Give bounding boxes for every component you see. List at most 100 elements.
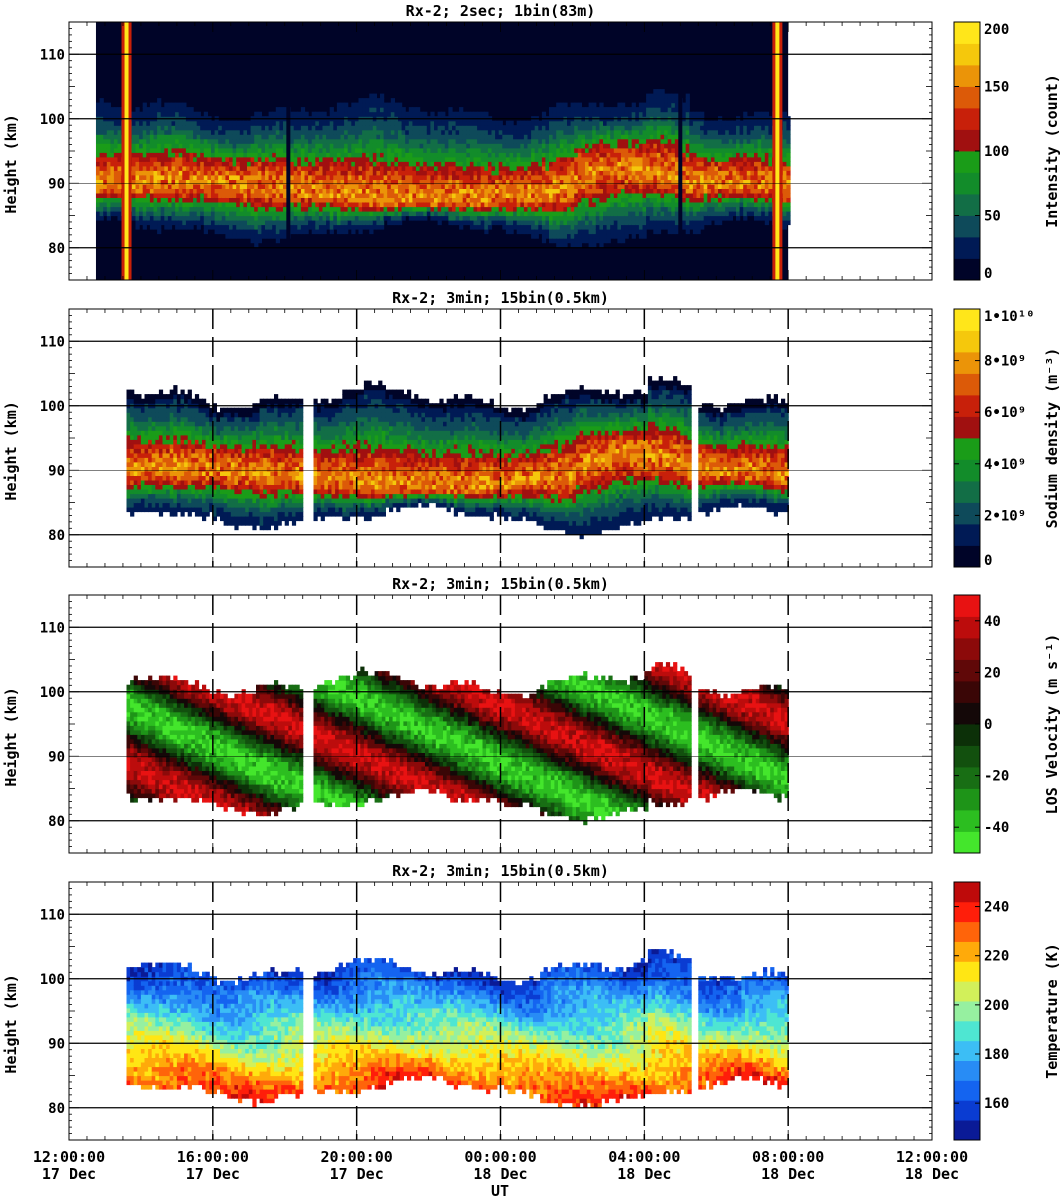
colorbar-3: -40 -20 0 20 40 LOS Velocity (m s⁻¹) bbox=[953, 594, 1061, 854]
colorbar-swatch bbox=[954, 1001, 980, 1022]
y-tick-label: 100 bbox=[40, 112, 65, 128]
colorbar-swatch bbox=[954, 309, 980, 331]
colorbar-tick-label: 0 bbox=[984, 553, 992, 569]
y-axis-label-4: Height (km) bbox=[2, 974, 20, 1073]
y-tick-label: 90 bbox=[48, 463, 65, 479]
colorbar-swatch bbox=[954, 352, 980, 374]
colorbar-swatch bbox=[954, 330, 980, 353]
x-tick-time: 16:00:00 bbox=[177, 1148, 249, 1166]
colorbar-swatch bbox=[954, 981, 980, 1002]
panels: Rx-2; 2sec; 1bin(83m) Height (km) 80 90 100 1… bbox=[2, 2, 1061, 1141]
x-tick-time: 04:00:00 bbox=[608, 1148, 680, 1166]
x-axis-label: UT bbox=[491, 1182, 509, 1200]
colorbar-tick-label: 150 bbox=[984, 80, 1009, 96]
colorbar-swatch bbox=[954, 788, 980, 811]
y-axis-label-3: Height (km) bbox=[2, 687, 20, 786]
colorbar-tick-label: 220 bbox=[984, 949, 1009, 965]
x-tick-date: 17 Dec bbox=[42, 1165, 96, 1183]
x-tick-time: 20:00:00 bbox=[321, 1148, 393, 1166]
colorbar-tick-label: 100 bbox=[984, 144, 1009, 160]
colorbar-swatch bbox=[954, 724, 980, 746]
colorbar-swatch bbox=[954, 1040, 980, 1062]
y-tick-label: 80 bbox=[48, 241, 65, 257]
panel-title-3: Rx-2; 3min; 15bin(0.5km) bbox=[392, 575, 609, 593]
panel-1: Rx-2; 2sec; 1bin(83m) Height (km) 80 90 100 1… bbox=[2, 2, 1061, 282]
colorbar-swatch bbox=[954, 416, 980, 439]
colorbar-tick-label: 200 bbox=[984, 998, 1009, 1014]
colorbar-swatch bbox=[954, 921, 980, 942]
colorbar-tick-label: 8•10⁹ bbox=[984, 354, 1026, 370]
y-tick-label: 110 bbox=[40, 620, 65, 636]
colorbar-swatch bbox=[954, 702, 980, 725]
colorbar-label-1: Intensity (count) bbox=[1043, 74, 1061, 228]
x-tick-time: 00:00:00 bbox=[464, 1148, 536, 1166]
colorbar-tick-label: 4•10⁹ bbox=[984, 457, 1026, 473]
colorbar-swatch bbox=[954, 941, 980, 962]
colorbar-label-2: Sodium density (m⁻³) bbox=[1043, 348, 1061, 529]
colorbar-tick-label: -40 bbox=[984, 820, 1009, 836]
colorbar-tick-label: 180 bbox=[984, 1047, 1009, 1063]
colorbar-swatch bbox=[954, 22, 980, 44]
colorbar-swatch bbox=[954, 172, 980, 195]
colorbar-swatch bbox=[954, 961, 980, 982]
colorbar-swatch bbox=[954, 1060, 980, 1081]
colorbar-tick-label: 6•10⁹ bbox=[984, 405, 1026, 421]
colorbar-swatch bbox=[954, 524, 980, 546]
y-tick-label: 80 bbox=[48, 528, 65, 544]
colorbar-tick-label: 20 bbox=[984, 665, 1001, 681]
panel-title-4: Rx-2; 3min; 15bin(0.5km) bbox=[392, 862, 609, 880]
colorbar-tick-label: 160 bbox=[984, 1096, 1009, 1112]
colorbar-label-4: Temperature (K) bbox=[1043, 943, 1061, 1078]
y-tick-label: 100 bbox=[40, 685, 65, 701]
colorbar-label-3: LOS Velocity (m s⁻¹) bbox=[1043, 634, 1061, 815]
x-tick-date: 18 Dec bbox=[905, 1165, 959, 1183]
colorbar-swatch bbox=[954, 901, 980, 923]
x-tick-date: 18 Dec bbox=[473, 1165, 527, 1183]
colorbar-swatch bbox=[954, 1080, 980, 1101]
colorbar-4: 160 180 200 220 240 Temperature (K) bbox=[953, 881, 1061, 1141]
x-tick-time: 12:00:00 bbox=[33, 1148, 105, 1166]
y-axis-label-2: Height (km) bbox=[2, 401, 20, 500]
colorbar-swatch bbox=[954, 215, 980, 238]
colorbar-2: 0 2•10⁹ 4•10⁹ 6•10⁹ 8•10⁹ 1•10¹⁰ Sodium densit… bbox=[953, 308, 1061, 569]
colorbar-tick-label: 1•10¹⁰ bbox=[984, 309, 1035, 325]
x-tick-date: 18 Dec bbox=[617, 1165, 671, 1183]
colorbar-tick-label: 2•10⁹ bbox=[984, 508, 1026, 524]
x-tick-date: 18 Dec bbox=[761, 1165, 815, 1183]
colorbar-swatch bbox=[954, 258, 980, 281]
colorbar-swatch bbox=[954, 595, 980, 617]
colorbar-swatch bbox=[954, 545, 980, 568]
x-tick-time: 12:00:00 bbox=[896, 1148, 968, 1166]
y-axis-label-1: Height (km) bbox=[2, 114, 20, 213]
colorbar-swatch bbox=[954, 237, 980, 259]
colorbar-swatch bbox=[954, 616, 980, 639]
colorbar-swatch bbox=[954, 65, 980, 87]
colorbar-tick-label: 200 bbox=[984, 22, 1009, 38]
colorbar-swatch bbox=[954, 745, 980, 768]
colorbar-swatch bbox=[954, 659, 980, 682]
y-tick-label: 80 bbox=[48, 814, 65, 830]
panel-title-1: Rx-2; 2sec; 1bin(83m) bbox=[406, 2, 596, 20]
y-tick-label: 90 bbox=[48, 749, 65, 765]
colorbar-swatch bbox=[954, 194, 980, 216]
colorbar-swatch bbox=[954, 395, 980, 417]
colorbar-swatch bbox=[954, 43, 980, 66]
colorbar-tick-label: -20 bbox=[984, 769, 1009, 785]
colorbar-swatch bbox=[954, 438, 980, 460]
colorbar-swatch bbox=[954, 481, 980, 503]
colorbar-swatch bbox=[954, 502, 980, 525]
colorbar-swatch bbox=[954, 373, 980, 396]
y-tick-label: 90 bbox=[48, 1036, 65, 1052]
panel-title-2: Rx-2; 3min; 15bin(0.5km) bbox=[392, 289, 609, 307]
y-tick-label: 100 bbox=[40, 399, 65, 415]
colorbar-tick-label: 40 bbox=[984, 614, 1001, 630]
colorbar-swatch bbox=[954, 1020, 980, 1042]
y-tick-label: 90 bbox=[48, 176, 65, 192]
colorbar-swatch bbox=[954, 86, 980, 109]
x-tick-date: 17 Dec bbox=[186, 1165, 240, 1183]
panel-3: Rx-2; 3min; 15bin(0.5km) Height (km) 80 90 1… bbox=[2, 575, 1061, 854]
colorbar-tick-label: 240 bbox=[984, 900, 1009, 916]
colorbar-swatch bbox=[954, 831, 980, 854]
heatmap-1 bbox=[95, 22, 791, 280]
